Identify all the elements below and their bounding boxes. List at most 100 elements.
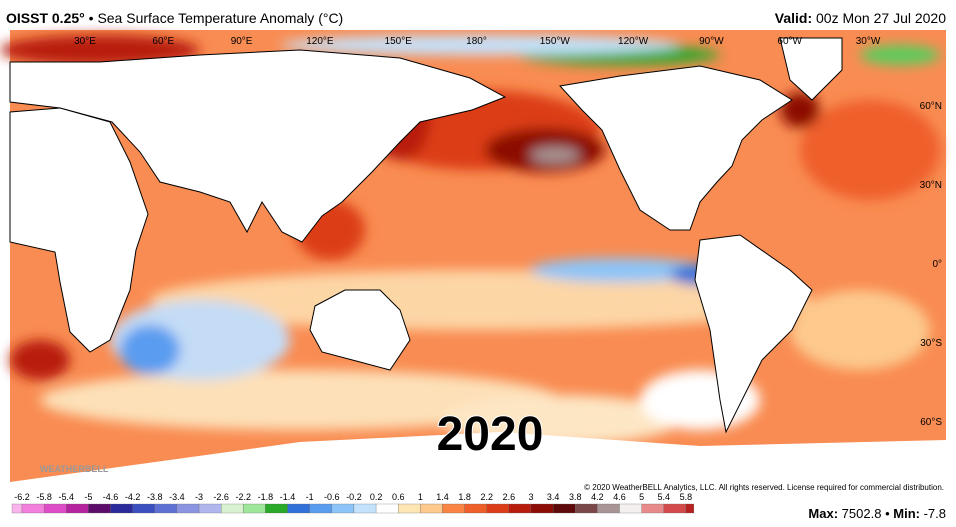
colorbar-swatch bbox=[508, 503, 532, 514]
colorbar-swatch bbox=[88, 503, 111, 514]
eurasia bbox=[9, 49, 507, 243]
colorbar-label: 5 bbox=[639, 492, 644, 502]
colorbar-swatch bbox=[11, 503, 23, 514]
colorbar-label: -4.6 bbox=[103, 492, 119, 502]
lon-label: 30°W bbox=[856, 36, 881, 47]
lon-label: 60°W bbox=[777, 36, 802, 47]
colorbar-label: 5.4 bbox=[658, 492, 671, 502]
colorbar-label: -0.2 bbox=[346, 492, 362, 502]
colorbar-swatch bbox=[552, 503, 576, 514]
colorbar-swatch bbox=[641, 503, 664, 514]
colorbar-swatch bbox=[420, 503, 443, 514]
colorbar-swatch bbox=[110, 503, 133, 514]
year-label: 2020 bbox=[437, 408, 544, 461]
lon-label: 120°W bbox=[618, 36, 649, 47]
colorbar-label: -5 bbox=[84, 492, 92, 502]
colorbar-label: 1 bbox=[418, 492, 423, 502]
colorbar-label: -5.8 bbox=[36, 492, 52, 502]
colorbar-swatch bbox=[287, 503, 310, 514]
header-left: OISST 0.25° • Sea Surface Temperature An… bbox=[6, 10, 343, 26]
colorbar-swatch bbox=[663, 503, 687, 514]
colorbar-label: -1.8 bbox=[258, 492, 274, 502]
colorbar-label: 2.6 bbox=[503, 492, 516, 502]
min-label: Min: bbox=[893, 506, 920, 521]
land bbox=[9, 37, 946, 492]
colorbar-label: -0.6 bbox=[324, 492, 340, 502]
stats: Max: 7502.8 • Min: -7.8 bbox=[808, 506, 946, 521]
colorbar-swatch bbox=[464, 503, 487, 514]
colorbar-label: 1.8 bbox=[458, 492, 471, 502]
south-america bbox=[694, 234, 813, 434]
colorbar-swatch bbox=[309, 503, 332, 514]
colorbar-label: 1.4 bbox=[436, 492, 449, 502]
lat-label: 60°N bbox=[920, 101, 942, 112]
colorbar-swatch bbox=[398, 503, 421, 514]
max-value: 7502.8 bbox=[841, 506, 882, 521]
lon-label: 60°E bbox=[152, 36, 174, 47]
lat-label: 30°N bbox=[920, 180, 942, 191]
product: OISST 0.25° bbox=[6, 10, 85, 26]
colorbar-label: -5.4 bbox=[59, 492, 75, 502]
colorbar-label: -1 bbox=[306, 492, 314, 502]
lon-label: 150°E bbox=[385, 36, 413, 47]
colorbar-swatch bbox=[597, 503, 620, 514]
colorbar-swatch bbox=[176, 503, 200, 514]
colorbar-label: -6.2 bbox=[14, 492, 30, 502]
colorbar-swatch bbox=[243, 503, 266, 514]
colorbar-label: 2.2 bbox=[480, 492, 493, 502]
colorbar-swatch bbox=[265, 503, 288, 514]
colorbar-label: 3.8 bbox=[569, 492, 582, 502]
colorbar-swatch bbox=[331, 503, 355, 514]
colorbar-swatch bbox=[685, 503, 695, 514]
colorbar-swatch bbox=[375, 503, 399, 514]
colorbar-swatch bbox=[154, 503, 178, 514]
valid-label: Valid: bbox=[774, 10, 813, 26]
colorbar-swatch bbox=[353, 503, 377, 514]
min-value: -7.8 bbox=[923, 506, 946, 521]
colorbar-label: 4.6 bbox=[613, 492, 626, 502]
colorbar-swatch bbox=[43, 503, 67, 514]
separator: • bbox=[885, 506, 890, 521]
colorbar-label: 3 bbox=[528, 492, 533, 502]
separator: • bbox=[88, 10, 94, 26]
colorbar-swatch bbox=[21, 503, 45, 514]
colorbar-label: -3.4 bbox=[169, 492, 185, 502]
lon-label: 150°W bbox=[540, 36, 571, 47]
colorbar-label: 0.2 bbox=[370, 492, 383, 502]
north-america bbox=[559, 65, 793, 231]
copyright: © 2020 WeatherBELL Analytics, LLC. All r… bbox=[584, 483, 944, 492]
lon-label: 180° bbox=[466, 36, 487, 47]
max-label: Max: bbox=[808, 506, 839, 521]
colorbar-label: 3.4 bbox=[547, 492, 560, 502]
colorbar-swatch bbox=[575, 503, 598, 514]
colorbar-label: -4.2 bbox=[125, 492, 141, 502]
colorbar-swatch bbox=[132, 503, 155, 514]
colorbar-swatch bbox=[442, 503, 465, 514]
colorbar-label: -2.6 bbox=[213, 492, 229, 502]
lat-label: 30°S bbox=[920, 338, 942, 349]
lat-label: 0° bbox=[932, 259, 942, 270]
colorbar-swatch bbox=[619, 503, 642, 514]
colorbar-label: -3.8 bbox=[147, 492, 163, 502]
colorbar-swatch bbox=[221, 503, 244, 514]
lon-label: 120°E bbox=[306, 36, 334, 47]
title: Sea Surface Temperature Anomaly (°C) bbox=[97, 10, 344, 26]
colorbar-label: 4.2 bbox=[591, 492, 604, 502]
colorbar-swatch bbox=[66, 503, 89, 514]
colorbar-label: 0.6 bbox=[392, 492, 405, 502]
australia bbox=[309, 289, 411, 371]
lon-label: 30°E bbox=[74, 36, 96, 47]
lon-label: 90°E bbox=[231, 36, 253, 47]
colorbar-swatch bbox=[198, 503, 222, 514]
colorbar-swatch bbox=[486, 503, 510, 514]
lon-label: 90°W bbox=[699, 36, 724, 47]
colorbar-swatch bbox=[530, 503, 554, 514]
logo: WEATHERBELL bbox=[40, 464, 109, 474]
valid-time: 00z Mon 27 Jul 2020 bbox=[816, 10, 946, 26]
colorbar-label: -3 bbox=[195, 492, 203, 502]
header-right: Valid: 00z Mon 27 Jul 2020 bbox=[775, 10, 946, 26]
africa bbox=[9, 107, 149, 353]
lat-label: 60°S bbox=[920, 417, 942, 428]
